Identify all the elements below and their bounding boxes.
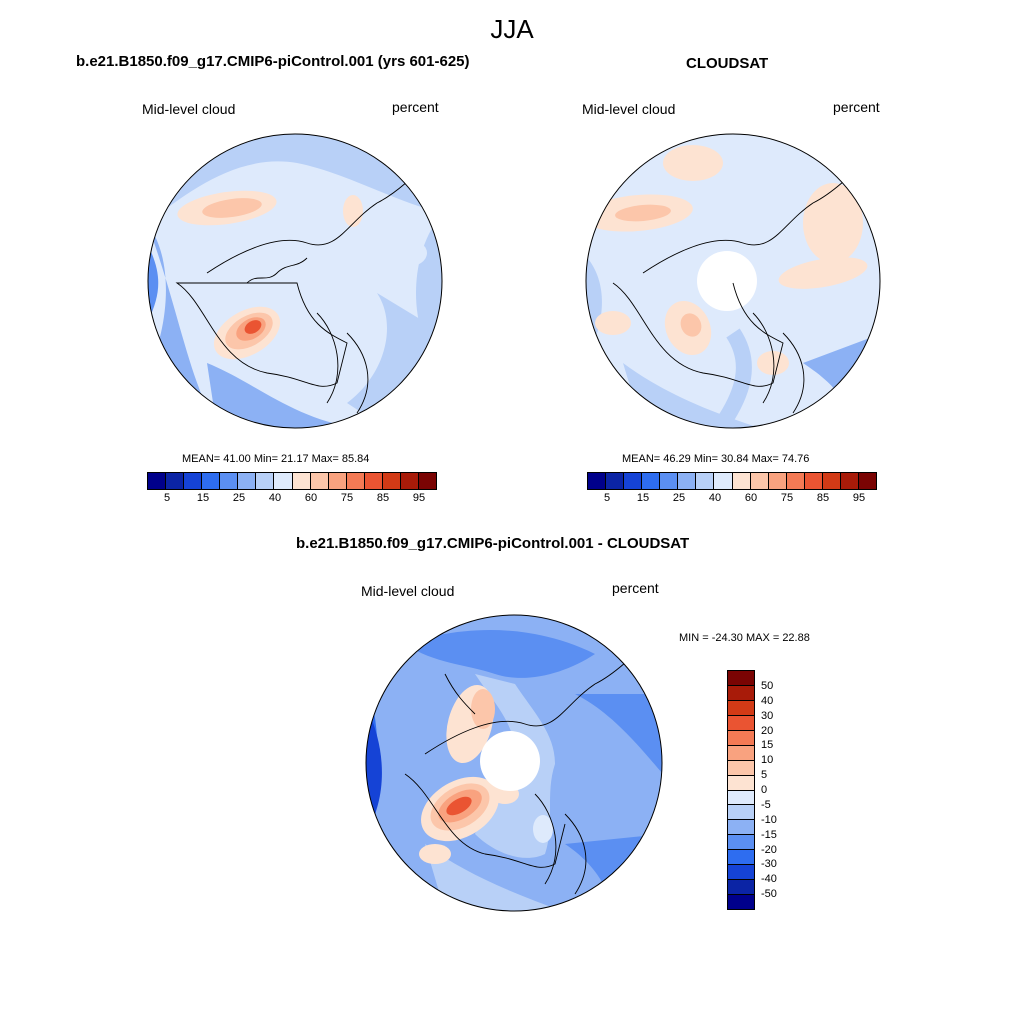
colorbar-tick-label: 60	[744, 492, 758, 504]
colorbar-swatch	[364, 473, 383, 489]
colorbar-tick-label: 40	[268, 492, 282, 504]
panel1-colorbar: 5 15 25 40 60 75 85 95	[147, 472, 437, 512]
colorbar-swatch	[714, 473, 733, 489]
colorbar-tick-label: 15	[196, 492, 210, 504]
colorbar-swatch	[786, 473, 805, 489]
colorbar-tick-label: -15	[761, 828, 777, 841]
colorbar-swatch	[642, 473, 661, 489]
colorbar-swatch	[728, 700, 754, 716]
panel3-title: b.e21.B1850.f09_g17.CMIP6-piControl.001 …	[296, 535, 690, 552]
colorbar-tick-label: 20	[761, 724, 774, 737]
panel2-title: CLOUDSAT	[686, 55, 769, 72]
colorbar-swatch	[696, 473, 715, 489]
colorbar-swatch	[588, 473, 607, 489]
colorbar-swatch	[202, 473, 221, 489]
colorbar-swatch	[728, 835, 754, 851]
colorbar-swatch	[256, 473, 275, 489]
colorbar-swatch	[728, 865, 754, 881]
colorbar-swatch	[750, 473, 769, 489]
colorbar-tick-label: 60	[304, 492, 318, 504]
colorbar-swatch	[728, 880, 754, 896]
colorbar-swatch	[220, 473, 239, 489]
colorbar-tick-label: 5	[761, 769, 768, 782]
panel2-variable-label: Mid-level cloud	[582, 101, 676, 117]
colorbar-swatch	[728, 745, 754, 761]
colorbar-swatch	[400, 473, 419, 489]
colorbar-swatch	[606, 473, 625, 489]
figure-title: JJA	[490, 14, 534, 44]
colorbar-swatch	[858, 473, 876, 489]
colorbar-swatch	[840, 473, 859, 489]
colorbar-tick-label: -30	[761, 858, 777, 871]
colorbar-swatch	[768, 473, 787, 489]
panel1-stats: MEAN= 41.00 Min= 21.17 Max= 85.84	[182, 453, 370, 465]
colorbar-tick-label: 75	[780, 492, 794, 504]
colorbar-tick-label: -50	[761, 888, 777, 901]
colorbar-swatch	[184, 473, 203, 489]
colorbar-tick-label: -5	[761, 798, 771, 811]
colorbar-tick-label: 10	[761, 754, 774, 767]
panel1-variable-label: Mid-level cloud	[142, 101, 236, 117]
colorbar-swatch	[328, 473, 347, 489]
colorbar-tick-label: 50	[761, 679, 774, 692]
colorbar-swatch	[732, 473, 751, 489]
panel2-colorbar: 5 15 25 40 60 75 85 95	[587, 472, 877, 512]
panel2-units-label: percent	[833, 99, 880, 115]
colorbar-swatch	[728, 805, 754, 821]
colorbar-tick-label: 85	[816, 492, 830, 504]
colorbar-swatch	[624, 473, 643, 489]
colorbar-swatch	[822, 473, 841, 489]
colorbar-swatch	[346, 473, 365, 489]
colorbar-swatch	[382, 473, 401, 489]
colorbar-tick-label: 30	[761, 709, 774, 722]
panel1-polar-map	[147, 133, 443, 429]
colorbar-swatch	[238, 473, 257, 489]
panel1-title: b.e21.B1850.f09_g17.CMIP6-piControl.001 …	[76, 53, 470, 70]
panel3-colorbar: 50 40 30 20 15 10 5 0 -5 -10 -15 -20 -30 -40 -50	[727, 670, 817, 914]
panel2-polar-map	[585, 133, 881, 429]
colorbar-swatch	[274, 473, 293, 489]
colorbar-swatch	[728, 895, 754, 909]
colorbar-swatch	[728, 730, 754, 746]
colorbar-tick-label: 15	[761, 739, 774, 752]
colorbar-tick-label: 95	[852, 492, 866, 504]
colorbar-swatch	[728, 790, 754, 806]
colorbar-tick-label: 15	[636, 492, 650, 504]
panel3-units-label: percent	[612, 580, 659, 596]
panel3-polar-map	[365, 614, 663, 912]
colorbar-swatch	[292, 473, 311, 489]
colorbar-swatch	[728, 820, 754, 836]
colorbar-tick-label: 75	[340, 492, 354, 504]
colorbar-swatch	[728, 760, 754, 776]
colorbar-swatch	[728, 715, 754, 731]
colorbar-tick-label: 40	[708, 492, 722, 504]
colorbar-swatch	[148, 473, 167, 489]
colorbar-swatch	[728, 850, 754, 866]
colorbar-tick-label: -10	[761, 813, 777, 826]
panel3-variable-label: Mid-level cloud	[361, 583, 455, 599]
colorbar-swatch	[660, 473, 679, 489]
colorbar-swatch	[728, 685, 754, 701]
colorbar-tick-label: -40	[761, 873, 777, 886]
colorbar-swatch	[418, 473, 436, 489]
colorbar-tick-label: 40	[761, 694, 774, 707]
colorbar-swatch	[166, 473, 185, 489]
colorbar-tick-label: 25	[672, 492, 686, 504]
colorbar-swatch	[310, 473, 329, 489]
colorbar-tick-label: 25	[232, 492, 246, 504]
colorbar-swatch	[804, 473, 823, 489]
colorbar-swatch	[728, 671, 754, 686]
colorbar-tick-label: 85	[376, 492, 390, 504]
colorbar-tick-label: 0	[761, 784, 768, 796]
colorbar-tick-label: -20	[761, 843, 777, 856]
colorbar-swatch	[678, 473, 697, 489]
colorbar-tick-label: 95	[412, 492, 426, 504]
panel1-units-label: percent	[392, 99, 439, 115]
panel2-stats: MEAN= 46.29 Min= 30.84 Max= 74.76	[622, 453, 810, 465]
panel3-stats: MIN = -24.30 MAX = 22.88	[679, 632, 810, 644]
colorbar-swatch	[728, 775, 754, 791]
colorbar-tick-label: 5	[603, 492, 611, 504]
colorbar-tick-label: 5	[163, 492, 171, 504]
